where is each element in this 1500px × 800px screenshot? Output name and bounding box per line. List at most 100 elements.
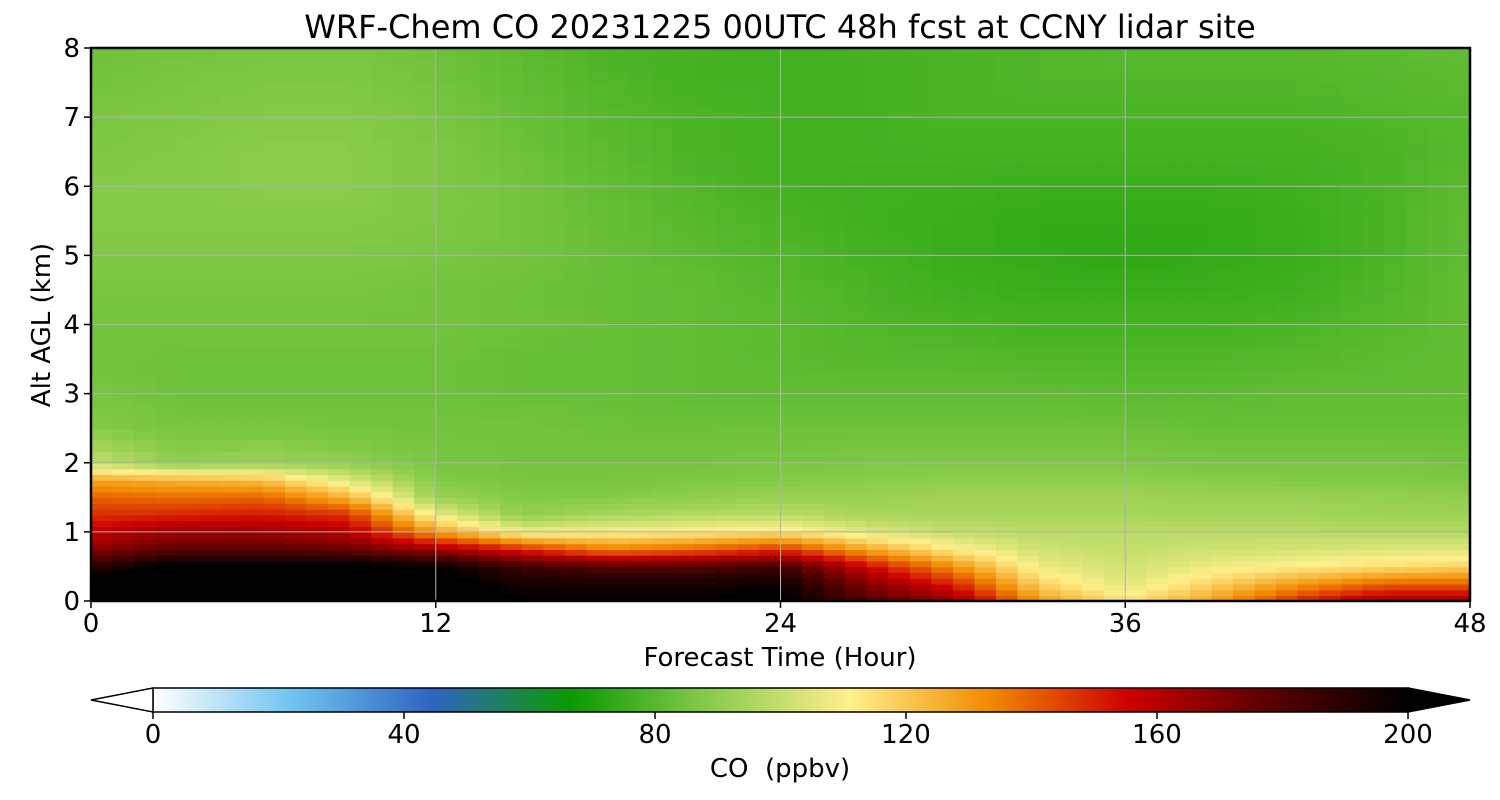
heatmap-cell <box>1232 128 1256 141</box>
heatmap-cell <box>134 560 157 568</box>
heatmap-cell <box>1017 71 1040 84</box>
heatmap-cell <box>1232 439 1256 453</box>
heatmap-cell <box>1211 105 1234 118</box>
heatmap-cell <box>414 174 437 188</box>
heatmap-cell <box>177 347 200 360</box>
colorbar-gradient <box>152 687 1409 713</box>
heatmap-cell <box>1189 197 1213 211</box>
heatmap-cell <box>241 549 265 556</box>
heatmap-cell <box>1232 82 1256 95</box>
heatmap-cell <box>1383 405 1407 418</box>
heatmap-cell <box>651 347 674 360</box>
heatmap-cell <box>1426 48 1450 61</box>
heatmap-cell <box>521 589 545 597</box>
heatmap-cell <box>1017 566 1040 573</box>
heatmap-cell <box>392 560 416 568</box>
heatmap-cell <box>1060 301 1083 314</box>
heatmap-cell <box>1383 566 1407 573</box>
heatmap-cell <box>1060 503 1083 510</box>
heatmap-cell <box>1405 347 1428 360</box>
heatmap-cell <box>1211 301 1234 314</box>
heatmap-cell <box>1319 220 1342 234</box>
heatmap-cell <box>349 301 372 314</box>
heatmap-cell <box>715 382 739 395</box>
heatmap-cell <box>457 59 480 72</box>
heatmap-cell <box>845 520 868 527</box>
heatmap-cell <box>1405 485 1428 493</box>
heatmap-cell <box>543 301 566 314</box>
heatmap-cell <box>435 508 459 516</box>
heatmap-cell <box>866 232 890 245</box>
heatmap-cell <box>306 560 329 568</box>
heatmap-cell <box>909 347 933 360</box>
heatmap-cell <box>241 572 265 579</box>
heatmap-cell <box>974 278 997 291</box>
heatmap-cell <box>500 595 523 601</box>
heatmap-cell <box>198 174 222 188</box>
heatmap-cell <box>1039 232 1062 245</box>
heatmap-cell <box>823 428 846 441</box>
heatmap-cell <box>995 451 1019 464</box>
heatmap-cell <box>500 577 523 585</box>
heatmap-cell <box>974 520 997 527</box>
heatmap-cell <box>155 140 178 153</box>
heatmap-cell <box>112 439 135 453</box>
heatmap-cell <box>952 359 976 372</box>
heatmap-cell <box>500 543 523 550</box>
heatmap-cell <box>1168 301 1191 314</box>
heatmap-cell <box>1017 468 1040 476</box>
heatmap-cell <box>974 589 997 597</box>
heatmap-cell <box>715 560 739 568</box>
heatmap-cell <box>651 428 674 441</box>
heatmap-cell <box>586 324 609 337</box>
heatmap-cell <box>758 497 782 504</box>
heatmap-cell <box>1017 220 1040 234</box>
heatmap-cell <box>1211 94 1234 107</box>
x-tick-label: 24 <box>764 609 797 639</box>
heatmap-cell <box>715 312 739 326</box>
heatmap-cell <box>1168 197 1191 211</box>
heatmap-cell <box>931 59 954 72</box>
heatmap-cell <box>1189 485 1213 493</box>
heatmap-cell <box>112 105 135 118</box>
heatmap-cell <box>823 566 846 573</box>
heatmap-cell <box>112 531 135 539</box>
heatmap-cell <box>1189 566 1213 573</box>
heatmap-cell <box>521 151 545 165</box>
heatmap-cell <box>91 526 114 533</box>
heatmap-cell <box>1405 312 1428 326</box>
heatmap-cell <box>1405 140 1428 153</box>
heatmap-cell <box>349 393 372 406</box>
heatmap-cell <box>1254 59 1277 72</box>
heatmap-cell <box>629 554 653 562</box>
heatmap-cell <box>134 474 157 481</box>
heatmap-cell <box>1211 595 1234 601</box>
heatmap-cell <box>263 243 286 257</box>
heatmap-cell <box>112 59 135 72</box>
heatmap-cell <box>241 554 265 562</box>
heatmap-cell <box>1039 140 1062 153</box>
heatmap-cell <box>823 560 846 568</box>
heatmap-cell <box>155 255 178 268</box>
heatmap-cell <box>306 347 329 360</box>
heatmap-cell <box>952 491 976 499</box>
heatmap-cell <box>1039 595 1062 601</box>
heatmap-cell <box>780 572 803 579</box>
heatmap-cell <box>306 428 329 441</box>
heatmap-cell <box>435 428 459 441</box>
heatmap-cell <box>1146 543 1170 550</box>
heatmap-cell <box>306 312 329 326</box>
heatmap-cell <box>457 468 480 476</box>
heatmap-cell <box>888 359 911 372</box>
heatmap-cell <box>608 359 631 372</box>
heatmap-cell <box>284 359 308 372</box>
heatmap-cell <box>802 197 825 211</box>
heatmap-cell <box>220 255 243 268</box>
heatmap-cell <box>758 572 782 579</box>
heatmap-cell <box>1448 451 1470 464</box>
heatmap-cell <box>500 105 523 118</box>
heatmap-cell <box>1146 232 1170 245</box>
heatmap-cell <box>155 468 178 476</box>
heatmap-cell <box>952 583 976 591</box>
heatmap-cell <box>1297 117 1320 130</box>
